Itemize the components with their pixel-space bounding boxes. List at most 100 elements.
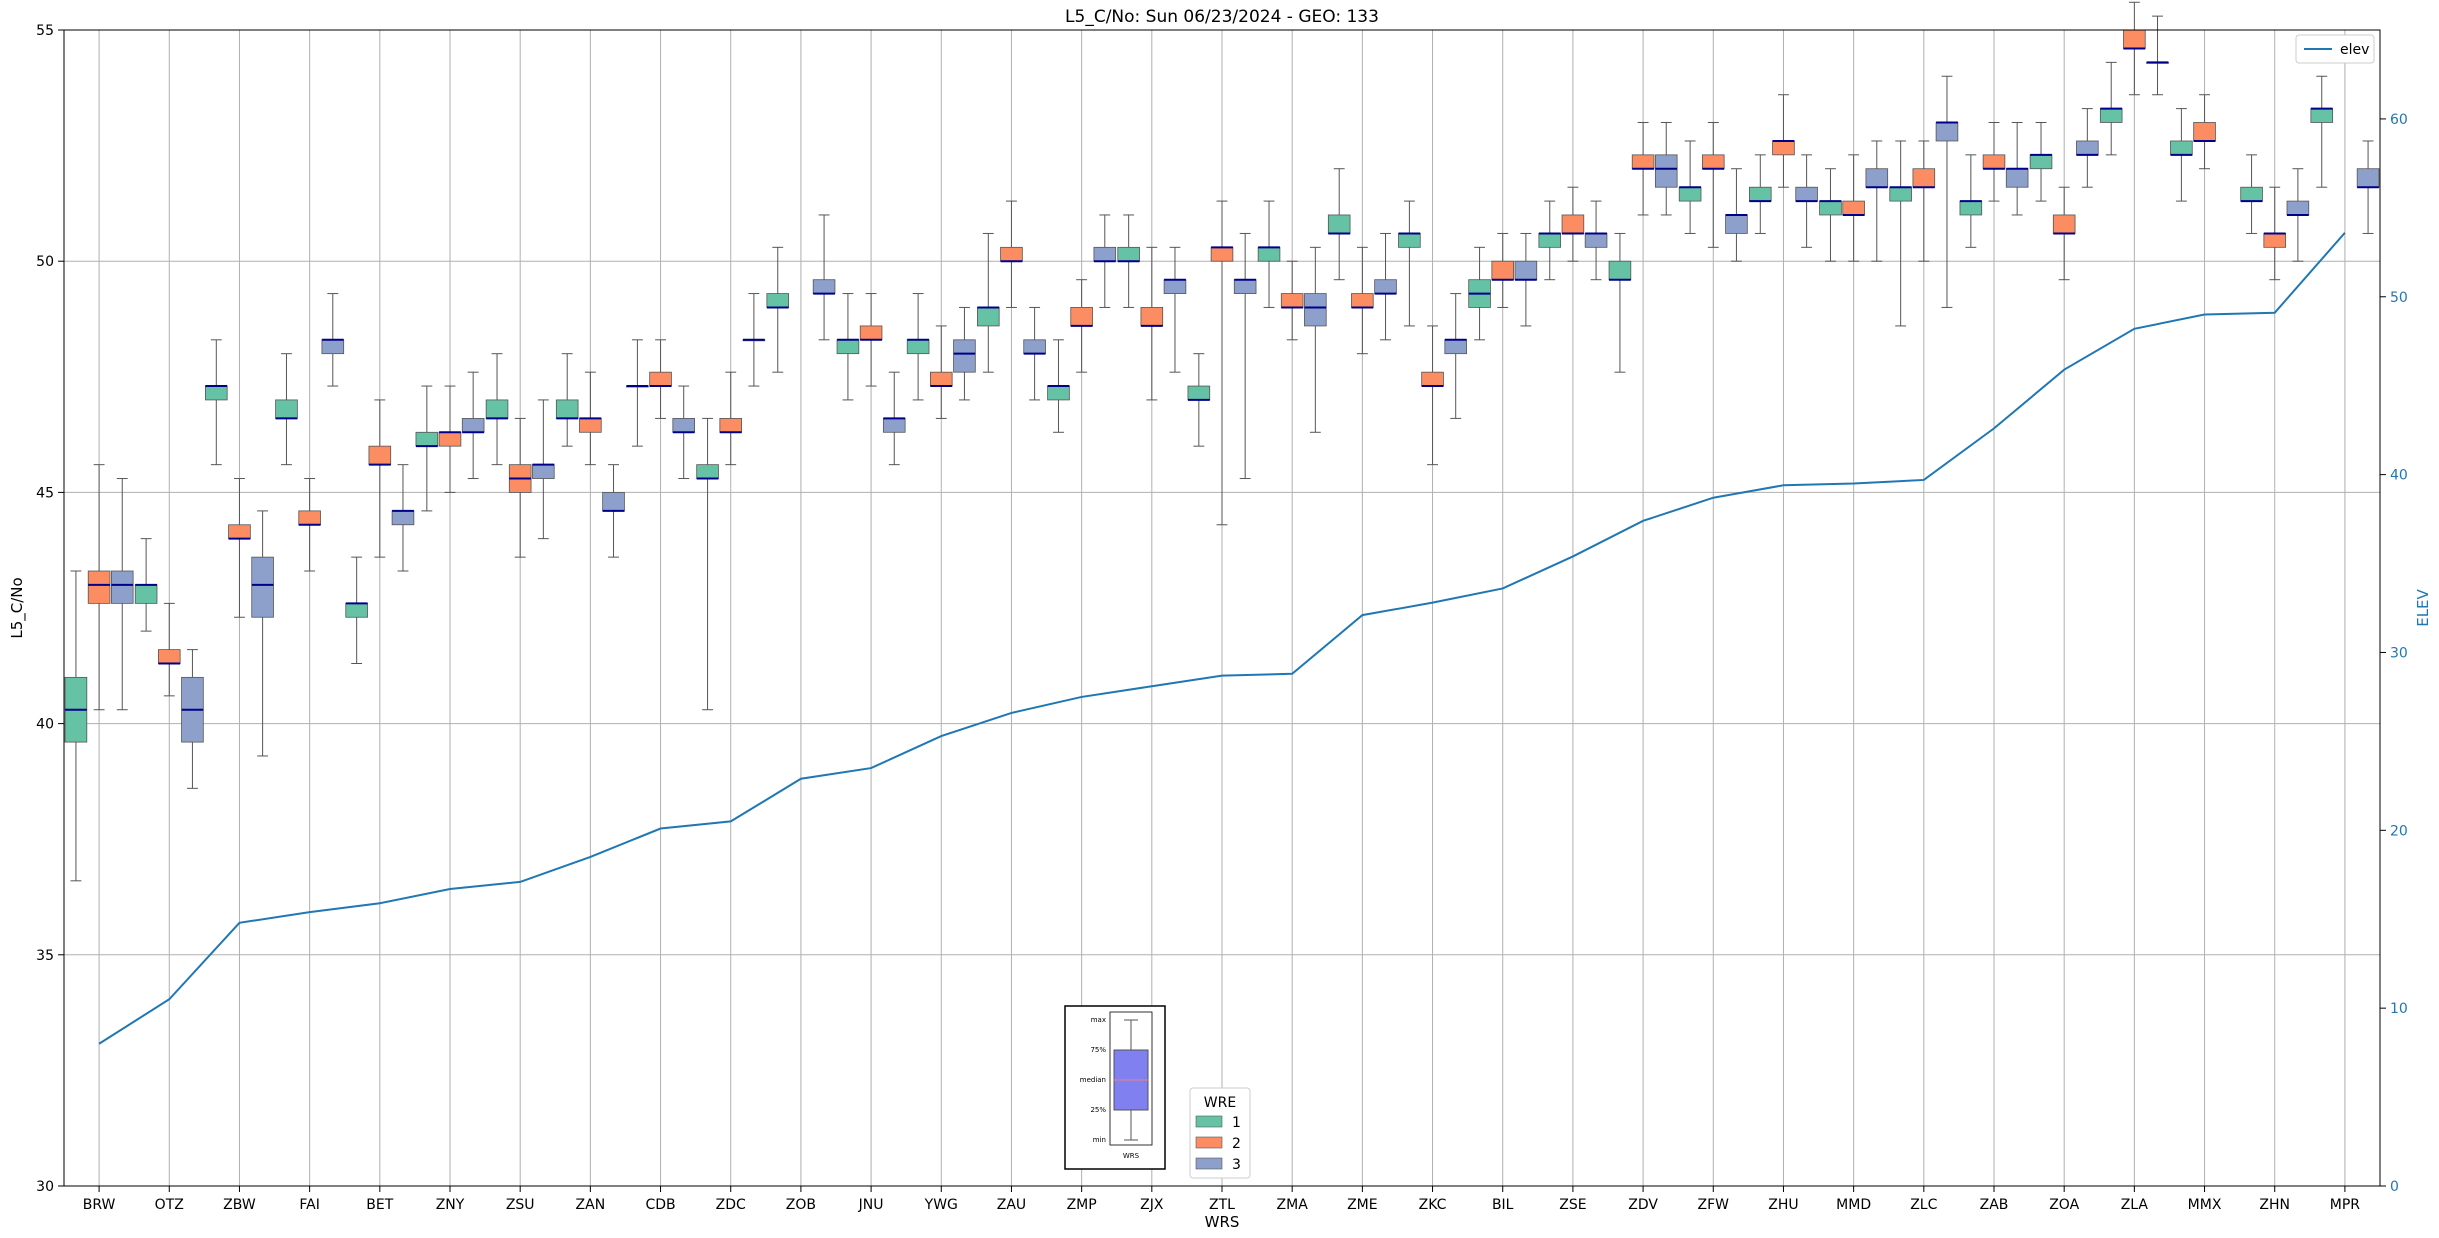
legend-elev-label: elev [2340,42,2369,58]
box-iqr [532,464,555,479]
box-iqr [2240,186,2263,202]
box-ZAN-wre1 [555,353,579,447]
box-iqr [2099,108,2123,123]
box-iqr [1047,385,1070,401]
legend-elev: elev [2295,34,2375,64]
box-ZAB-wre3 [2005,121,2029,216]
box-ZKC-wre1 [1398,200,1421,327]
box-iqr [1233,279,1257,294]
y-tick-label: 45 [36,485,54,501]
box-ZFW-wre3 [1725,168,1748,262]
inset-label: 75% [1090,1046,1106,1054]
box-ZHN-wre3 [2286,168,2310,262]
box-ZAN-wre2 [579,371,602,466]
box-OTZ-wre3 [181,649,204,789]
box-iqr [1631,154,1655,170]
box-iqr [1842,200,1865,216]
box-ZKC-wre3 [1444,293,1467,419]
box-iqr [2356,168,2380,188]
box-iqr [1023,339,1046,355]
x-tick-label: ZSE [1559,1197,1586,1213]
box-iqr [368,445,392,466]
box-ZLC-wre2 [1912,140,1936,262]
box-ZOA-wre3 [2076,108,2099,188]
box-iqr [1749,186,1772,202]
box-ZMA-wre2 [1280,260,1304,341]
box-ZSE-wre2 [1561,186,1585,262]
box-FAI-wre3 [321,293,345,387]
box-ZAU-wre1 [977,232,1000,373]
box-iqr [415,431,439,447]
x-tick-label: YWG [924,1197,958,1213]
box-iqr [391,510,415,526]
box-iqr [1819,200,1842,216]
y2-tick-label: 60 [2390,112,2408,128]
box-ZTL-wre1 [1187,353,1211,447]
box-iqr [2029,154,2053,170]
box-iqr [1912,168,1936,188]
legend-wre: WRE 1 2 3 [1189,1087,1251,1179]
box-iqr [1982,154,2006,170]
box-BIL-wre3 [1514,232,1538,327]
box-iqr [1304,293,1327,327]
x-tick-label: ZMP [1067,1197,1097,1213]
box-ZJX-wre3 [1163,246,1187,373]
inset-axes [1109,1011,1153,1146]
legend-wre-items: 1 2 3 [1195,1115,1241,1173]
box-ZHN-wre1 [2240,154,2263,234]
box-MPR-wre3 [2356,140,2380,234]
box-ZLA-wre1 [2099,61,2123,156]
x-tick-label: ZOA [2049,1197,2079,1213]
box-ZJX-wre2 [1140,246,1164,401]
x-tick-label: ZJX [1140,1197,1164,1213]
box-iqr [1070,307,1093,327]
box-iqr [485,399,509,419]
box-ZME-wre2 [1351,246,1374,355]
x-tick-label: MMX [2188,1197,2222,1213]
box-iqr [836,339,860,355]
box-iqr [719,418,743,433]
box-ZBW-wre3 [251,510,274,757]
x-tick-label: ZBW [223,1197,256,1213]
x-tick-label: ZAB [1980,1197,2009,1213]
x-tick-label: ZLC [1910,1197,1937,1213]
box-iqr [2263,233,2287,248]
legend-wre-label-1: 1 [1232,1115,1241,1131]
x-tick-label: ZAU [997,1197,1026,1213]
y2-tick-label: 0 [2390,1179,2399,1195]
inset-label: 25% [1090,1106,1106,1114]
box-ZHU-wre1 [1749,154,1772,234]
box-BRW-wre1 [64,570,88,882]
box-ZAU-wre2 [1000,200,1023,308]
box-OTZ-wre2 [157,602,181,697]
box-CDB-wre1 [626,339,649,447]
box-ZSU-wre2 [508,417,532,558]
box-iqr [929,371,953,387]
y2-tick-label: 10 [2390,1001,2408,1017]
box-iqr [321,339,345,355]
box-ZSE-wre3 [1584,200,1608,281]
legend-wre-swatch-3 [1195,1157,1223,1170]
box-ZME-wre1 [1327,168,1351,281]
x-tick-label: ZHN [2259,1197,2290,1213]
box-ZTL-wre2 [1210,200,1234,526]
box-ZNY-wre3 [461,371,485,480]
box-iqr [110,570,134,604]
box-iqr [1725,214,1748,234]
box-iqr [2286,200,2310,216]
x-tick-label: ZAN [576,1197,606,1213]
box-iqr [2052,214,2076,234]
y2-axis-ticks: 0 10 20 30 40 50 60 [2380,112,2408,1195]
box-iqr [134,584,158,604]
box-iqr [87,570,111,604]
box-ZHN-wre2 [2263,186,2287,281]
box-ZAB-wre2 [1982,121,2006,202]
box-ZDC-wre1 [696,417,719,711]
x-tick-label: CDB [645,1197,675,1213]
x-tick-label: ZHU [1768,1197,1798,1213]
box-JNU-wre1 [836,293,860,401]
box-iqr [1000,246,1023,262]
box-ZLA-wre2 [2123,1,2146,96]
box-iqr [696,464,719,479]
